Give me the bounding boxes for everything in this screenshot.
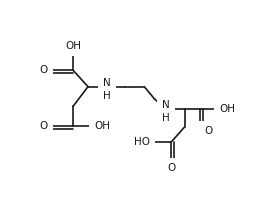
Text: N: N: [162, 100, 170, 110]
Text: O: O: [204, 126, 213, 136]
Text: OH: OH: [65, 41, 81, 51]
Text: OH: OH: [94, 121, 110, 131]
Text: H: H: [162, 113, 170, 123]
Text: HO: HO: [134, 137, 150, 147]
Text: O: O: [167, 163, 176, 173]
Text: O: O: [39, 65, 48, 75]
Text: O: O: [39, 121, 48, 131]
Text: OH: OH: [219, 104, 235, 114]
Text: H: H: [103, 91, 110, 101]
Text: N: N: [103, 77, 110, 88]
